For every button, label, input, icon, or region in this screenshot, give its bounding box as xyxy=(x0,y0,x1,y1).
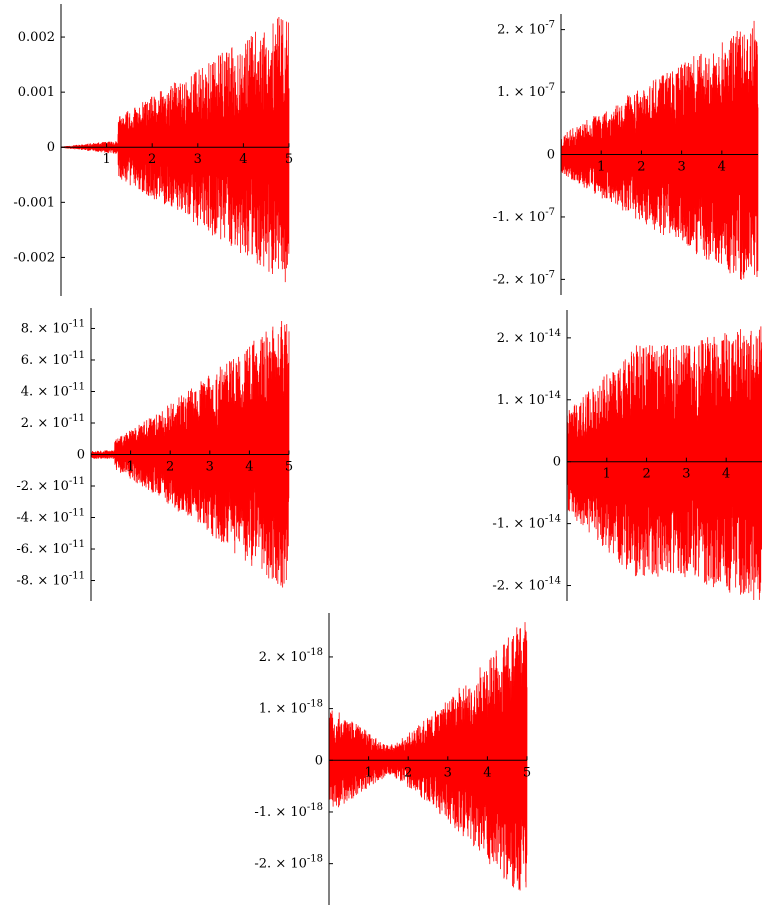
y-tick-label-1-4: -0.001 xyxy=(13,195,55,210)
x-tick-label-4-4: 4 xyxy=(722,467,730,482)
y-tick-label-4-3: 0 xyxy=(553,455,561,470)
x-tick-label-4-3: 3 xyxy=(682,467,690,482)
plot-panel-4: 1 2 3 4 2. × 10-14 1. × 10-14 0 -1. × 10-14 -2. … xyxy=(492,310,762,601)
y-tick-label-3-4: 2. × 10-11 xyxy=(21,413,85,431)
y-tick-label-3-7: -4. × 10-11 xyxy=(16,508,85,526)
y-tick-label-1-3: 0 xyxy=(47,140,55,155)
data-curve-1 xyxy=(61,17,289,282)
y-tick-label-5-1: 2. × 10-18 xyxy=(259,647,323,665)
x-tick-label-1-3: 3 xyxy=(194,152,202,167)
x-tick-label-1-5: 5 xyxy=(285,152,293,167)
y-tick-label-4-5: -2. × 10-14 xyxy=(492,576,561,594)
x-tick-label-5-4: 4 xyxy=(483,765,491,780)
x-tick-label-3-2: 2 xyxy=(166,460,174,475)
x-tick-label-5-1: 1 xyxy=(364,765,372,780)
x-tick-label-4-2: 2 xyxy=(642,467,650,482)
plot-panel-1: 1 2 3 4 5 0.002 0.001 0 -0.001 -0.002 xyxy=(13,4,293,296)
x-tick-label-1-4: 4 xyxy=(239,152,247,167)
x-tick-label-2-2: 2 xyxy=(637,160,645,175)
y-tick-label-2-4: -1. × 10-7 xyxy=(493,207,555,225)
y-tick-label-3-3: 4. × 10-11 xyxy=(21,381,85,399)
y-tick-label-4-1: 2. × 10-14 xyxy=(497,328,561,346)
x-tick-label-1-1: 1 xyxy=(102,152,110,167)
y-tick-label-3-6: -2. × 10-11 xyxy=(16,476,85,494)
y-tick-label-3-8: -6. × 10-11 xyxy=(16,539,85,557)
data-curve-4 xyxy=(567,326,762,600)
y-tick-label-3-5: 0 xyxy=(77,448,85,463)
y-tick-label-2-1: 2. × 10-7 xyxy=(497,20,555,38)
y-tick-label-3-1: 8. × 10-11 xyxy=(21,318,85,336)
y-tick-label-1-1: 0.002 xyxy=(18,30,55,45)
x-tick-label-4-1: 1 xyxy=(603,467,611,482)
x-tick-label-2-3: 3 xyxy=(677,160,685,175)
x-tick-label-5-3: 3 xyxy=(444,765,452,780)
data-curve-2 xyxy=(561,21,758,280)
x-tick-label-5-2: 2 xyxy=(404,765,412,780)
y-tick-label-3-2: 6. × 10-11 xyxy=(21,350,85,368)
y-tick-label-4-2: 1. × 10-14 xyxy=(497,390,561,408)
y-tick-label-2-2: 1. × 10-7 xyxy=(497,82,555,100)
data-curve-5 xyxy=(329,622,527,890)
y-tick-label-4-4: -1. × 10-14 xyxy=(492,514,561,532)
x-tick-label-2-4: 4 xyxy=(718,160,726,175)
x-tick-label-3-5: 5 xyxy=(285,460,293,475)
y-tick-label-5-4: -1. × 10-18 xyxy=(254,802,323,820)
y-tick-label-1-5: -0.002 xyxy=(13,250,55,265)
x-tick-label-3-4: 4 xyxy=(245,460,253,475)
x-tick-label-3-1: 1 xyxy=(126,460,134,475)
y-tick-label-2-5: -2. × 10-7 xyxy=(493,269,555,287)
y-tick-label-2-3: 0 xyxy=(547,148,555,163)
y-tick-label-5-5: -2. × 10-18 xyxy=(254,854,323,872)
x-tick-label-3-3: 3 xyxy=(206,460,214,475)
y-tick-label-3-9: -8. × 10-11 xyxy=(16,571,85,589)
plot-panel-3: 1 2 3 4 5 8. × 10-11 6. × 10-11 4. × 10-11 2. × … xyxy=(16,308,293,601)
x-tick-label-2-1: 1 xyxy=(597,160,605,175)
plot-panel-5: 1 2 3 4 5 2. × 10-18 1. × 10-18 0 -1. × 10-18 -2.… xyxy=(254,613,531,905)
y-tick-label-1-2: 0.001 xyxy=(18,85,55,100)
y-tick-label-5-3: 0 xyxy=(315,753,323,768)
x-tick-label-1-2: 2 xyxy=(148,152,156,167)
y-tick-label-5-2: 1. × 10-18 xyxy=(259,699,323,717)
plot-panel-2: 1 2 3 4 2. × 10-7 1. × 10-7 0 -1. × 10-7 -2. × 1… xyxy=(493,14,758,295)
x-tick-label-5-5: 5 xyxy=(523,765,531,780)
